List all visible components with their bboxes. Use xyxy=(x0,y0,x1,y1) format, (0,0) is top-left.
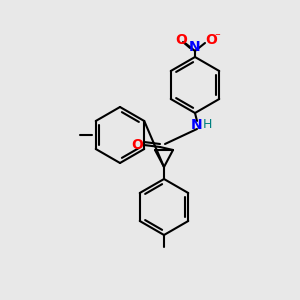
Text: N: N xyxy=(189,40,201,54)
Text: N: N xyxy=(191,118,203,132)
Text: O: O xyxy=(175,33,187,47)
Text: O: O xyxy=(131,138,143,152)
Text: H: H xyxy=(202,118,212,131)
Text: ⁻: ⁻ xyxy=(214,32,220,42)
Text: O: O xyxy=(205,33,217,47)
